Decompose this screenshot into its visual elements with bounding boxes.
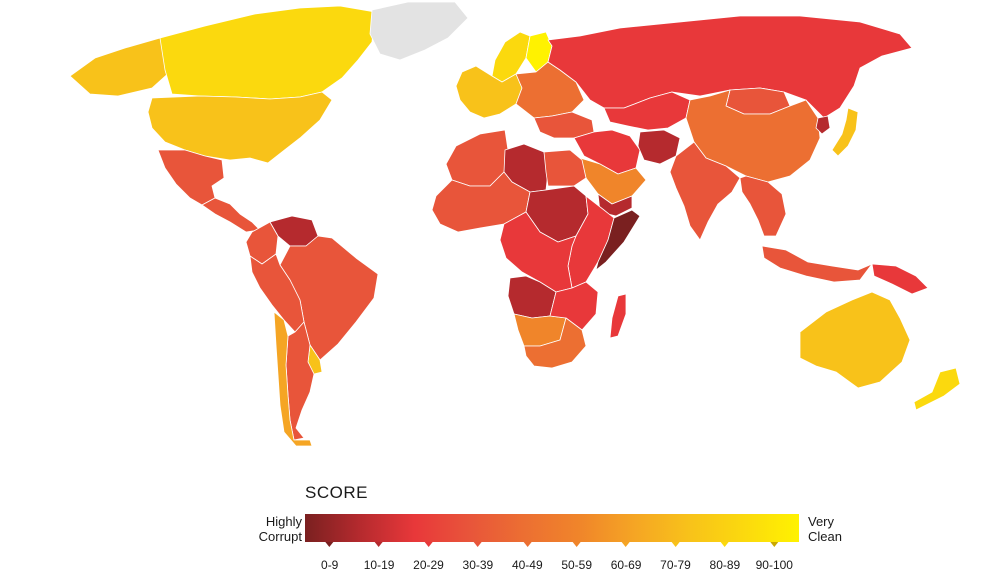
legend-tick-label: 70-79: [660, 558, 691, 572]
legend-ticks: 0-9 10-19 20-29 30-39 40-49 50-59 60-69 70-79 80…: [305, 542, 799, 576]
region-eastern-europe: [515, 61, 585, 119]
legend-tick: 70-79: [660, 542, 691, 572]
region-mexico: [157, 149, 225, 206]
legend-tick: 0-9: [321, 542, 338, 572]
legend-tick-mark: [770, 542, 779, 547]
region-chile: [273, 311, 313, 447]
region-indonesia: [761, 245, 873, 283]
legend-tick-label: 0-9: [321, 558, 339, 572]
legend-tick: 10-19: [363, 542, 395, 572]
region-japan: [831, 107, 859, 157]
legend-low-label: Highly Corrupt: [258, 514, 302, 544]
region-canada: [159, 5, 376, 100]
region-middle-east: [573, 129, 641, 175]
legend-tick: 50-59: [561, 542, 592, 572]
region-somalia: [595, 209, 641, 271]
region-afghanistan: [637, 129, 681, 165]
region-greenland: [369, 1, 469, 61]
legend-tick-label: 50-59: [561, 558, 593, 572]
legend-tick-label: 20-29: [413, 558, 444, 572]
region-southern-east-africa: [549, 281, 599, 331]
region-india: [669, 141, 741, 241]
legend-tick-mark: [622, 542, 631, 547]
legend-tick-mark: [720, 542, 729, 547]
legend-tick: 20-29: [413, 542, 444, 572]
legend-tick: 30-39: [462, 542, 494, 572]
region-australia: [799, 291, 911, 389]
legend-tick-label: 30-39: [462, 558, 494, 572]
region-new-zealand: [913, 367, 961, 411]
legend-tick-mark: [473, 542, 482, 547]
legend-high-label: Very Clean: [808, 514, 842, 544]
legend-tick-mark: [325, 542, 334, 547]
region-central-africa: [499, 211, 577, 293]
legend-tick-label: 60-69: [610, 558, 642, 572]
region-central-america: [201, 197, 261, 233]
legend-tick-mark: [424, 542, 433, 547]
region-saudi-arabia: [579, 157, 647, 205]
region-papua-new-guinea: [871, 263, 929, 295]
legend-tick-mark: [572, 542, 581, 547]
legend-tick: 40-49: [512, 542, 543, 572]
legend-tick-mark: [375, 542, 384, 547]
legend-gradient-bar: [305, 514, 799, 542]
legend-tick-label: 90-100: [755, 558, 793, 572]
legend-tick: 80-89: [709, 542, 741, 572]
legend-tick-label: 40-49: [511, 558, 543, 572]
region-egypt-sudan-north: [543, 149, 587, 187]
region-madagascar: [609, 293, 627, 339]
legend-tick-mark: [523, 542, 532, 547]
legend-tick: 90-100: [756, 542, 793, 572]
region-north-korea: [815, 115, 831, 135]
legend-tick-label: 80-89: [709, 558, 741, 572]
legend-title: SCORE: [305, 483, 368, 502]
legend-tick: 60-69: [610, 542, 642, 572]
region-usa: [147, 91, 333, 164]
world-map: [69, 1, 961, 447]
region-southeast-asia: [739, 175, 787, 237]
region-south-africa: [523, 317, 587, 369]
legend-tick-mark: [671, 542, 680, 547]
legend-tick-label: 10-19: [363, 558, 395, 572]
